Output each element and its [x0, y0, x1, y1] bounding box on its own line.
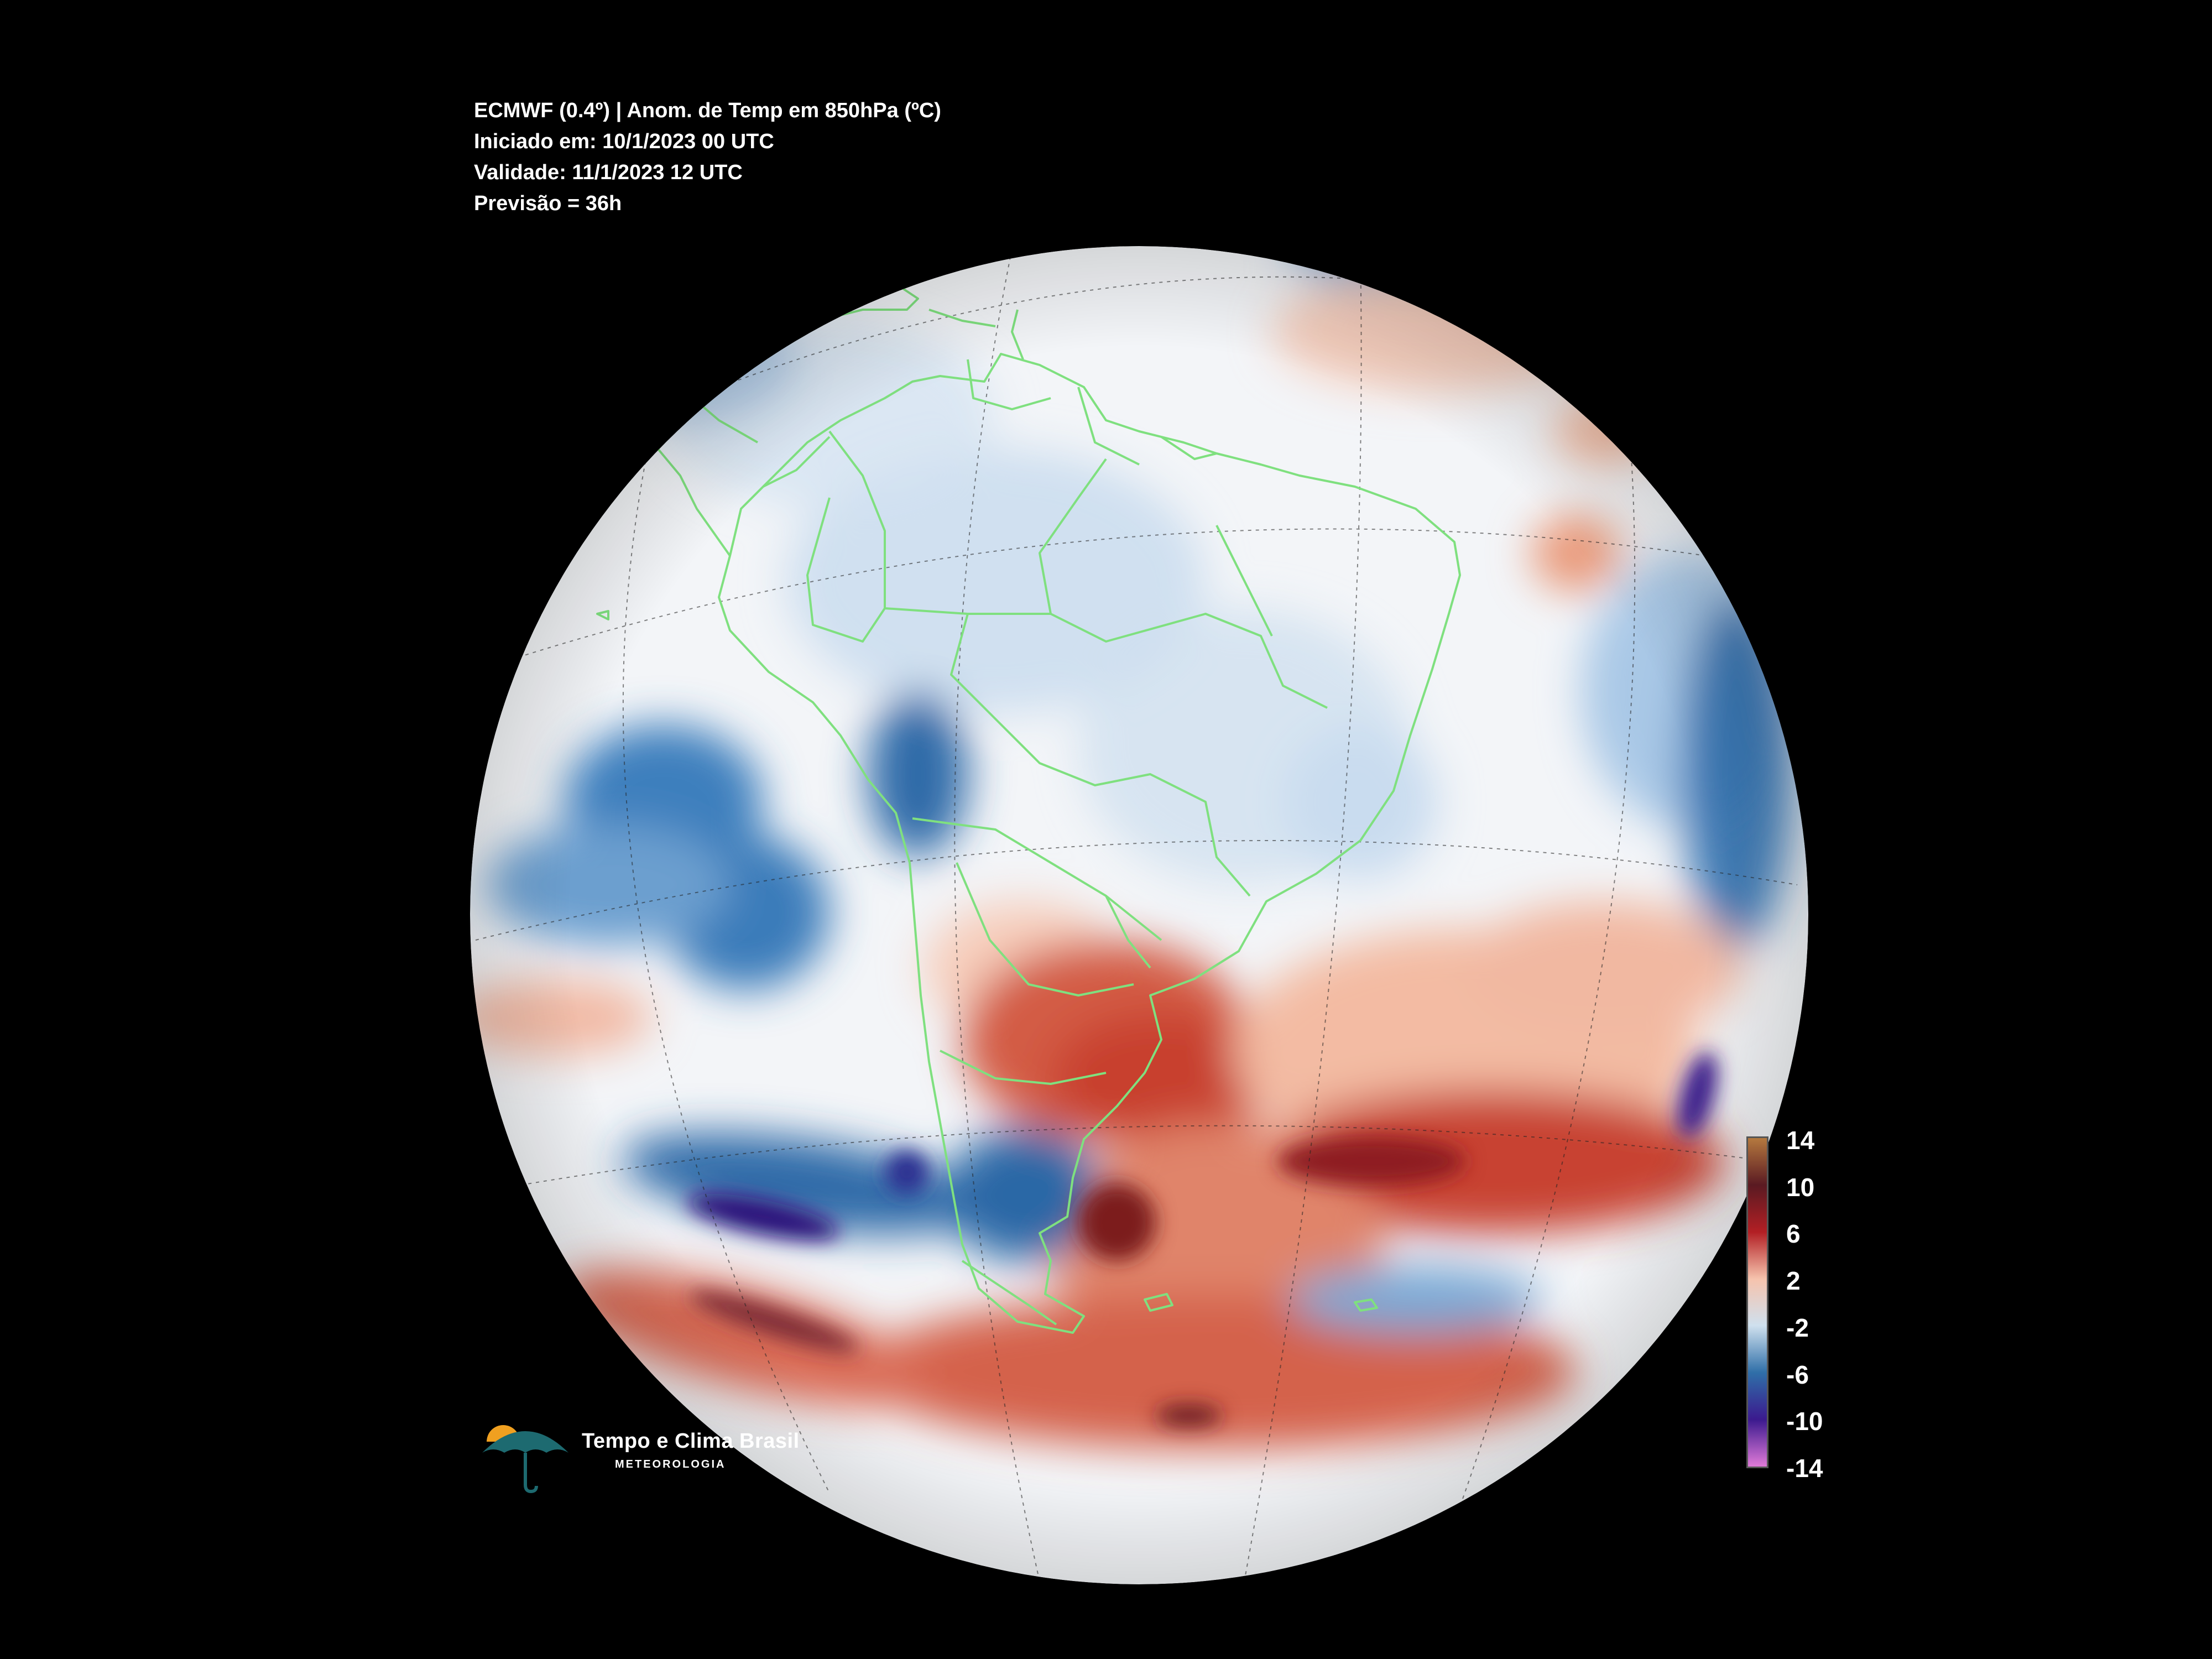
umbrella-sun-icon — [482, 1425, 568, 1494]
logo-subtitle: METEOROLOGIA — [615, 1458, 726, 1470]
header-valid-time: Validade: 11/1/2023 12 UTC — [474, 161, 743, 184]
header-forecast-hour: Previsão = 36h — [474, 192, 622, 215]
colorbar-tick-label: -10 — [1786, 1407, 1823, 1436]
header-title: ECMWF (0.4º) | Anom. de Temp em 850hPa (… — [474, 99, 941, 122]
header-init-time: Iniciado em: 10/1/2023 00 UTC — [474, 130, 774, 153]
colorbar — [1746, 1136, 1768, 1468]
colorbar-tick-label: 6 — [1786, 1219, 1801, 1249]
map-header: ECMWF (0.4º) | Anom. de Temp em 850hPa (… — [474, 95, 941, 219]
colorbar-tick-label: -2 — [1786, 1313, 1809, 1342]
colorbar-tick-label: 10 — [1786, 1172, 1815, 1202]
logo: Tempo e Clima Brasil METEOROLOGIA — [476, 1413, 799, 1496]
colorbar-tick-label: -6 — [1786, 1360, 1809, 1389]
colorbar-tick-label: 14 — [1786, 1126, 1815, 1155]
colorbar-tick-label: 2 — [1786, 1266, 1801, 1296]
logo-title: Tempo e Clima Brasil — [582, 1430, 800, 1453]
colorbar-tick-label: -14 — [1786, 1454, 1823, 1483]
